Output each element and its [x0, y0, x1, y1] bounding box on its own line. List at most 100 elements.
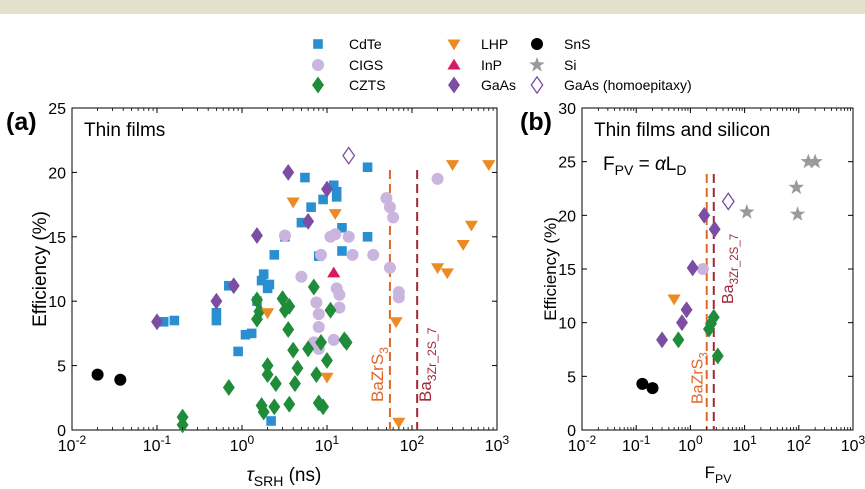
point-gaas [675, 314, 689, 332]
point-czts [283, 395, 296, 413]
x-tick-label: 101 [732, 433, 757, 455]
point-czts [310, 366, 323, 384]
y-tick-label: 5 [567, 369, 576, 386]
point-czts [257, 403, 270, 421]
point-gaas [150, 313, 164, 331]
panel-a: (a) Thin films BaZrS3​Ba3Zr_2S_7​ 10-210… [6, 101, 510, 489]
point-si [788, 179, 804, 194]
panel-b-data-points [636, 153, 823, 395]
panel-b-y-ticks: 0 5 10 15 20 25 30 [558, 101, 853, 440]
series-gaas-homoepitaxy [721, 192, 735, 211]
legend-label-si: Si [564, 57, 576, 73]
legend-label-inp: InP [481, 57, 502, 73]
point-cdte [169, 315, 180, 326]
x-tick-label: 10-1 [622, 433, 651, 455]
y-tick-label: 5 [57, 359, 66, 376]
point-si [800, 153, 816, 169]
point-czts [707, 308, 720, 326]
point-cdte [233, 346, 243, 357]
point-cigs [333, 288, 346, 301]
point-cigs [431, 172, 444, 185]
y-tick-label: 0 [57, 423, 66, 440]
point-cigs [327, 333, 340, 346]
point-czts [711, 347, 724, 365]
point-si [789, 206, 806, 221]
point-lhp [464, 220, 479, 232]
point-sns [646, 382, 659, 395]
legend-label-sns: SnS [564, 36, 590, 52]
point-cdte [328, 180, 339, 191]
point-cdte [264, 279, 275, 290]
point-cdte [246, 328, 257, 339]
point-cigs [346, 248, 359, 261]
point-czts [283, 297, 296, 315]
point-cigs [312, 308, 325, 321]
y-tick-label: 10 [558, 316, 576, 333]
series-sns [91, 368, 127, 386]
y-tick-label: 15 [558, 262, 576, 279]
point-cigs [312, 320, 325, 333]
panel-a-axes [71, 107, 498, 431]
point-cigs [392, 291, 405, 304]
series-cigs [696, 263, 709, 275]
point-cdte [300, 172, 310, 183]
point-gaas-homoepitaxy [721, 192, 735, 211]
panel-b-label: (b) [520, 108, 552, 136]
point-czts [287, 341, 300, 359]
point-cdte [331, 192, 342, 202]
legend-marker-cdte [313, 39, 323, 49]
legend-item-lhp: LHP [447, 36, 508, 52]
legend-item-si: Si [529, 56, 576, 73]
series-czts [672, 308, 724, 365]
legend-marker-si [529, 56, 545, 72]
legend-marker-sns [531, 38, 543, 50]
point-cigs [383, 261, 396, 274]
point-cdte [362, 162, 373, 173]
legend: CdTe CIGS CZTS LHP InP GaAs SnS Si GaAs (homoepi… [311, 36, 692, 95]
panel-a-y-ticks: 0 5 10 15 20 25 [48, 101, 497, 440]
point-lhp [430, 263, 445, 275]
point-cigs [696, 263, 709, 275]
point-cigs [295, 270, 308, 283]
legend-marker-cigs [312, 59, 324, 71]
point-gaas [282, 163, 295, 181]
x-tick-label: 103 [841, 433, 865, 455]
point-gaas [302, 212, 315, 230]
legend-item-sns: SnS [531, 36, 590, 52]
series-cigs [278, 172, 444, 355]
point-gaas [656, 331, 669, 349]
point-lhp [320, 372, 334, 384]
point-cdte [158, 317, 169, 327]
point-cdte [337, 246, 347, 256]
legend-item-cigs: CIGS [312, 57, 383, 73]
point-lhp [445, 160, 460, 171]
point-gaas [698, 206, 711, 224]
point-czts [268, 398, 281, 416]
point-cigs [329, 228, 342, 241]
vline-label-bazrs-3: BaZrS3​ [690, 352, 711, 404]
vline-label-ba-3zr-2s-7: Ba3Zr_2S_7​ [416, 327, 439, 402]
point-gaas [210, 292, 223, 310]
x-tick-label: 100 [230, 433, 255, 455]
point-cdte [211, 315, 222, 326]
legend-label-cdte: CdTe [349, 36, 382, 52]
point-czts [250, 310, 263, 328]
vline-label-bazrs-3: BaZrS3​ [368, 347, 391, 402]
point-si [739, 204, 755, 219]
point-cigs [383, 201, 396, 214]
y-tick-label: 10 [48, 294, 66, 311]
point-cigs [333, 301, 346, 314]
point-czts [340, 333, 353, 351]
panel-a-data-points [91, 146, 496, 434]
point-lhp [392, 417, 406, 429]
point-czts [269, 375, 282, 393]
point-sns [114, 373, 127, 386]
legend-label-cigs: CIGS [349, 57, 383, 73]
point-cdte [240, 329, 251, 340]
legend-marker-lhp [447, 39, 461, 51]
point-cigs [367, 248, 380, 261]
point-cdte [296, 217, 307, 228]
point-gaas [686, 259, 699, 277]
point-czts [288, 375, 301, 393]
panel-b-title: Thin films and silicon [594, 120, 770, 141]
